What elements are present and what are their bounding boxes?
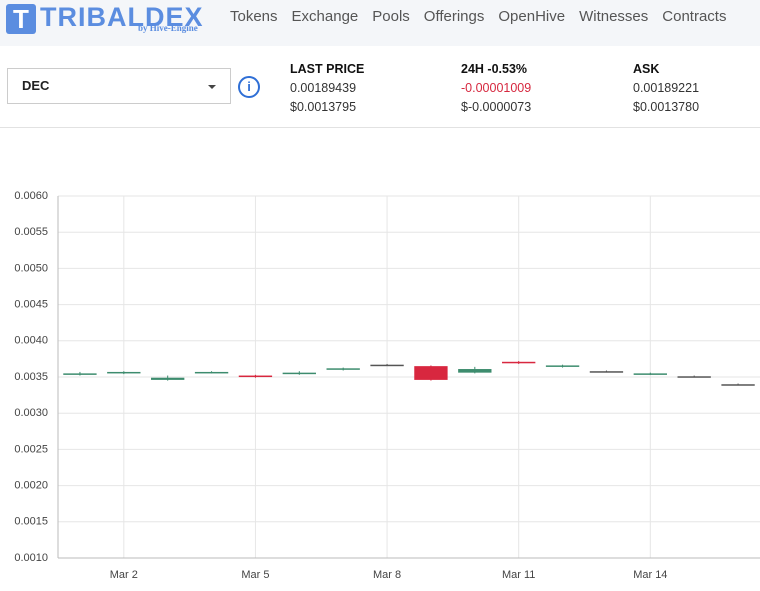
candle-body bbox=[63, 373, 97, 375]
y-tick-label: 0.0060 bbox=[14, 190, 48, 202]
candle-body bbox=[502, 361, 536, 364]
candle-body bbox=[194, 371, 229, 374]
nav-link[interactable]: Exchange bbox=[291, 8, 359, 25]
y-tick-label: 0.0035 bbox=[14, 371, 48, 383]
y-tick-label: 0.0055 bbox=[14, 226, 48, 238]
candle-body bbox=[633, 373, 667, 375]
info-icon[interactable]: i bbox=[238, 76, 260, 98]
y-tick-label: 0.0020 bbox=[14, 480, 48, 492]
x-tick-label: Mar 8 bbox=[373, 569, 401, 581]
x-tick-label: Mar 5 bbox=[241, 569, 269, 581]
usd: $0.0013780 bbox=[633, 100, 700, 114]
candle-body bbox=[107, 371, 141, 374]
value: -0.00001009 bbox=[461, 81, 532, 95]
candle-body bbox=[589, 371, 624, 373]
candle-body bbox=[282, 372, 316, 375]
pct: -0.53% bbox=[487, 62, 528, 76]
nav-link[interactable]: Offerings bbox=[423, 8, 485, 25]
candle-body bbox=[545, 365, 580, 367]
y-tick-label: 0.0040 bbox=[14, 335, 48, 347]
y-tick-label: 0.0030 bbox=[14, 407, 48, 419]
top-bar: T TRIBALDEX by Hive-Engine Tokens Exchang… bbox=[0, 0, 760, 46]
candle-body bbox=[370, 364, 404, 367]
last-price: LAST PRICE 0.00189439 $0.0013795 bbox=[290, 60, 364, 117]
y-tick-label: 0.0025 bbox=[14, 443, 48, 455]
x-tick-label: Mar 14 bbox=[633, 569, 667, 581]
candle-body bbox=[151, 377, 185, 380]
ticker: DEC i LAST PRICE 0.00189439 $0.0013795 2… bbox=[0, 46, 760, 128]
x-tick-label: Mar 11 bbox=[502, 569, 535, 581]
label: ASK bbox=[633, 62, 660, 76]
logo-icon[interactable]: T bbox=[6, 4, 36, 34]
candle-body bbox=[677, 376, 711, 378]
y-tick-label: 0.0045 bbox=[14, 299, 48, 311]
candle-body bbox=[721, 384, 755, 386]
usd: $-0.0000073 bbox=[461, 100, 532, 114]
y-tick-label: 0.0050 bbox=[14, 262, 48, 274]
value: 0.00189221 bbox=[633, 81, 700, 95]
chart: 0.0010 0.0015 0.0020 0.0025 0.0030 0.0035 0.00… bbox=[14, 190, 760, 581]
value: 0.00189439 bbox=[290, 81, 357, 95]
logo-sub: by Hive-Engine bbox=[138, 23, 198, 33]
nav-link[interactable]: Tokens bbox=[230, 8, 278, 25]
change: 24H -0.53% -0.00001009 $-0.0000073 bbox=[461, 60, 531, 117]
label: 24H bbox=[461, 62, 484, 76]
candle-body bbox=[414, 366, 448, 380]
usd: $0.0013795 bbox=[290, 100, 357, 114]
nav-link[interactable]: Pools bbox=[372, 8, 410, 25]
label: LAST PRICE bbox=[290, 62, 365, 76]
candle-body bbox=[458, 369, 492, 373]
candle-body bbox=[238, 375, 273, 378]
nav: Tokens Exchange Pools Offerings OpenHive Witn… bbox=[230, 8, 740, 25]
ask: ASK 0.00189221 $0.0013780 bbox=[633, 60, 699, 117]
nav-link[interactable]: Contracts bbox=[662, 8, 727, 25]
nav-link[interactable]: OpenHive bbox=[498, 8, 566, 25]
logo[interactable]: TRIBALDEX bbox=[40, 2, 204, 32]
y-tick-label: 0.0010 bbox=[14, 552, 48, 564]
token-select[interactable]: DEC bbox=[7, 68, 231, 104]
candle-body bbox=[326, 368, 360, 370]
x-tick-label: Mar 2 bbox=[110, 569, 138, 581]
nav-link[interactable]: Witnesses bbox=[579, 8, 649, 25]
y-tick-label: 0.0015 bbox=[14, 516, 48, 528]
